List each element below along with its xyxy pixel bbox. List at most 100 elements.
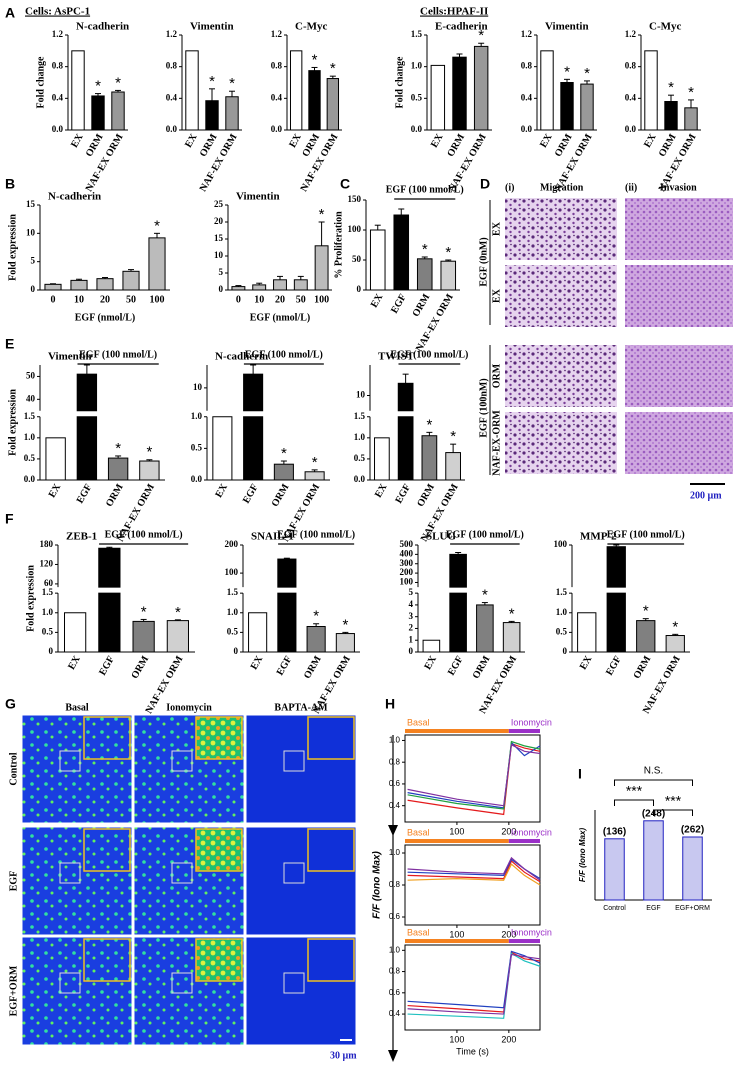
y-axis-label: Fold change (35, 56, 46, 109)
significance: * (426, 416, 432, 433)
chart-title: C-Myc (649, 21, 681, 33)
phase-label: Ionomycin (511, 927, 552, 937)
y-tick-label: 0.4 (52, 92, 64, 102)
x-tick-label: 0 (236, 294, 241, 305)
y-tick-label: 0 (49, 646, 54, 656)
significance: * (175, 604, 181, 621)
x-tick-label: EX (66, 653, 83, 671)
inset (83, 716, 131, 760)
bar (335, 633, 355, 653)
trace (407, 950, 541, 1009)
x-tick-label: EX (249, 653, 266, 671)
micrograph (505, 198, 617, 260)
significance: * (478, 27, 484, 44)
bar (440, 260, 457, 291)
bar (374, 437, 390, 481)
trace (407, 860, 541, 883)
inset (83, 828, 131, 872)
x-tick-label: 10 (254, 294, 264, 305)
x-tick-label: 200 (501, 929, 516, 939)
y-tick-label: 0 (219, 284, 224, 294)
sig-bracket (614, 799, 654, 806)
micrograph (625, 412, 733, 474)
y-tick-label: 0.4 (271, 92, 283, 102)
inset (195, 938, 243, 982)
significance: * (312, 454, 318, 471)
y-tick-label: 0.4 (521, 92, 533, 102)
chart-title: ZEB-1 (66, 531, 97, 543)
chart-title: MMP-2 (580, 531, 617, 543)
inset (83, 938, 131, 982)
y-tick-label: 5 (31, 256, 36, 266)
x-tick-label: 20 (100, 294, 110, 305)
x-tick-label: EX (429, 131, 446, 149)
bar (231, 286, 246, 291)
y-tick-label: 0.5 (42, 626, 54, 636)
column-label: (ii) (625, 182, 637, 193)
significance: * (482, 587, 488, 604)
x-tick-label: EGF (393, 482, 413, 505)
y-tick-label: 0.0 (271, 124, 283, 134)
inset (307, 716, 355, 760)
chart-title: TWIST (378, 351, 415, 363)
chart-title: Vimentin (190, 21, 234, 33)
y-tick-label: 0.0 (411, 124, 423, 134)
bar (314, 245, 329, 291)
y-tick-label: 15 (214, 233, 224, 243)
y-tick-label: 0 (31, 284, 36, 294)
roi (283, 972, 305, 994)
phase-label: Ionomycin (511, 827, 552, 837)
bar (277, 558, 297, 588)
panel-letter: E (5, 336, 14, 352)
x-tick-label: EX (642, 131, 659, 149)
x-tick-label: 50 (126, 294, 136, 305)
y-tick-label: 0.4 (389, 801, 401, 810)
significance: * (141, 603, 147, 620)
roi (171, 972, 193, 994)
x-axis-label: Time (s) (456, 1046, 489, 1056)
x-tick-label: 100 (449, 929, 464, 939)
x-tick-label: EX (69, 131, 86, 149)
bar (252, 284, 267, 291)
y-tick-label: 0 (409, 646, 414, 656)
y-tick-label: 1.5 (42, 587, 54, 597)
x-tick-label: EX (373, 481, 390, 499)
panel-letter: G (5, 696, 16, 712)
y-axis-label: Fold change (394, 56, 405, 109)
y-tick-label: 1.2 (166, 29, 178, 39)
bar (166, 620, 189, 653)
y-tick-label: 0.8 (389, 757, 401, 766)
x-tick-label: ORM (471, 654, 493, 681)
y-tick-label: 10 (214, 250, 224, 260)
trace (407, 952, 541, 1019)
bracket-label: EGF (100 nmol/L) (607, 529, 685, 540)
x-tick-label: EX (369, 291, 386, 309)
significance: * (229, 75, 235, 92)
bar (306, 625, 326, 653)
bracket-label: EGF (100 nmol/L) (390, 349, 468, 360)
y-tick-label: 0.4 (166, 92, 178, 102)
y-tick-label: 1.0 (191, 411, 203, 421)
y-tick-label: 3 (409, 611, 414, 621)
bracket-label: EGF (100 nmol/L) (446, 529, 524, 540)
bar (243, 416, 264, 481)
bar (452, 56, 467, 131)
row-label: EX (491, 288, 502, 303)
y-tick-label: 0 (563, 646, 568, 656)
panel-letter: C (340, 176, 350, 192)
chart-title: C-Myc (295, 21, 327, 33)
significance: *** (665, 793, 682, 809)
roi (171, 750, 193, 772)
bar (369, 229, 386, 291)
y-tick-label: 0.0 (521, 124, 533, 134)
bar (449, 553, 467, 588)
panel-letter: I (578, 766, 582, 782)
significance: * (509, 605, 515, 622)
y-tick-label: 100 (225, 567, 239, 577)
arrow-head (388, 825, 398, 836)
significance: * (115, 440, 121, 457)
trace (407, 863, 541, 886)
x-tick-label: ORM (129, 654, 151, 681)
y-tick-label: 1.5 (24, 411, 36, 421)
